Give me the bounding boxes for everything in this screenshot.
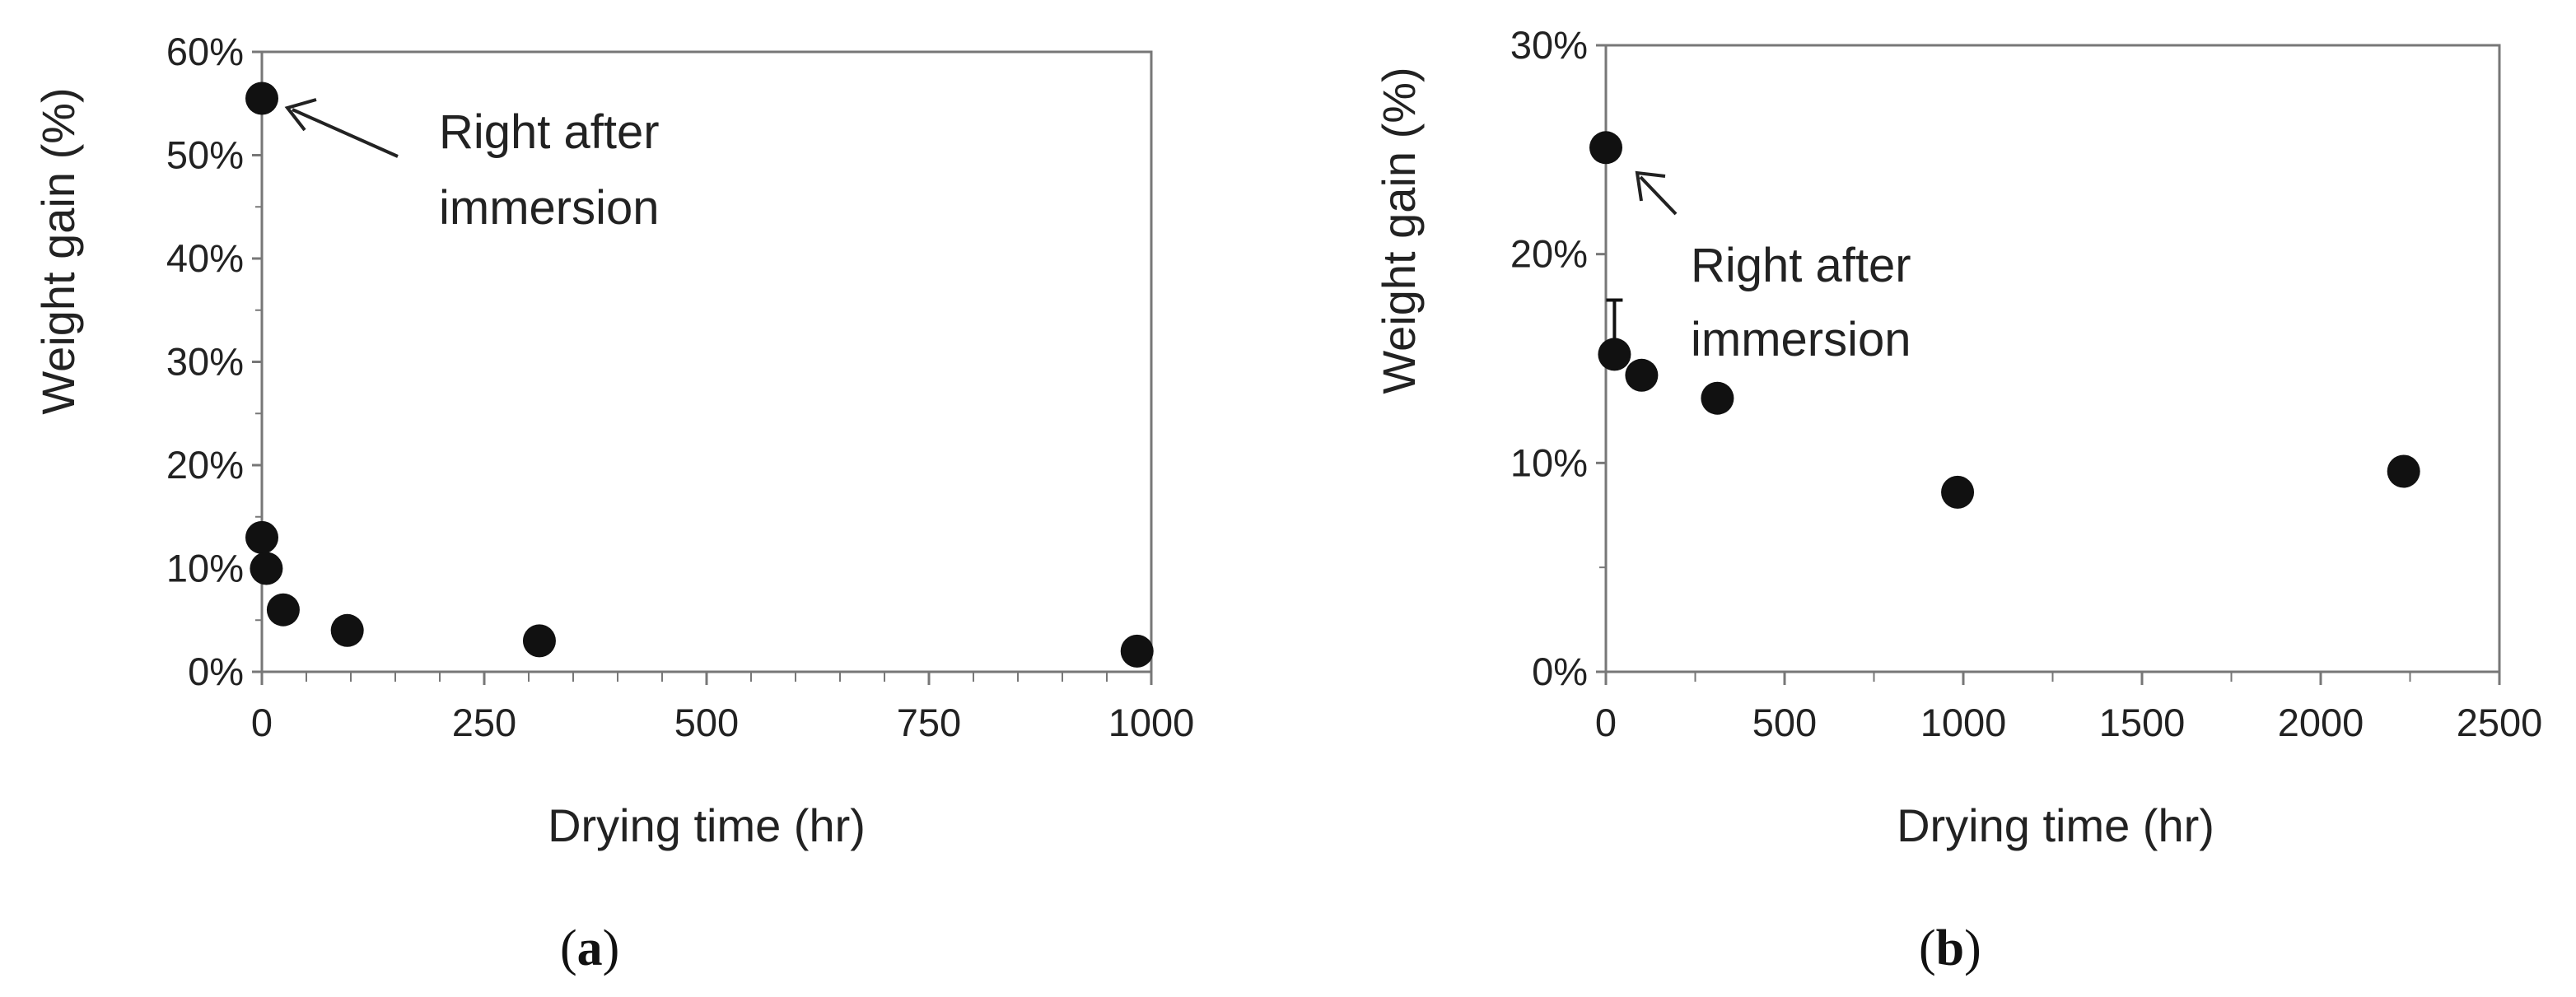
y-tick-label: 20% xyxy=(166,443,244,487)
chart-panel-a: 0% 10% 20% 30% 40% 50% 60% 0 250 500 750 1000 Dryi… xyxy=(32,30,1194,976)
x-tick-label: 0 xyxy=(1595,701,1617,744)
y-axis-title-a: Weight gain (%) xyxy=(32,87,84,414)
data-point xyxy=(245,520,278,554)
data-point xyxy=(245,82,278,115)
x-tick-label: 750 xyxy=(897,701,961,744)
annotation-arrow-a xyxy=(292,108,399,158)
y-tick-label: 30% xyxy=(1510,23,1588,67)
annotation-line1-a: Right after xyxy=(439,105,660,159)
panel-label-b-letter: b xyxy=(1936,920,1964,976)
y-tick-label: 40% xyxy=(166,236,244,280)
x-tick-label: 0 xyxy=(251,701,273,744)
annotation-a: Right after immersion xyxy=(284,98,660,235)
y-tick-label: 50% xyxy=(166,133,244,177)
annotation-arrow-b xyxy=(1639,175,1678,216)
y-axis-title-b: Weight gain (%) xyxy=(1373,67,1425,394)
annotation-line2-a: immersion xyxy=(439,181,660,235)
y-tick-label: 30% xyxy=(166,340,244,384)
y-tick-label: 60% xyxy=(166,30,244,73)
panel-label-a-open: ( xyxy=(560,920,577,976)
x-tick-label: 2000 xyxy=(2278,701,2364,744)
y-tick-label: 10% xyxy=(166,547,244,590)
panel-label-a: (a) xyxy=(560,920,619,976)
y-tick-label: 10% xyxy=(1510,440,1588,484)
x-axis-title-b: Drying time (hr) xyxy=(1897,799,2214,851)
y-axis-b: 0% 10% 20% 30% xyxy=(1510,23,1606,693)
data-points-b xyxy=(1589,131,2420,509)
annotation-line2-b: immersion xyxy=(1691,313,1911,366)
x-axis-a: 0 250 500 750 1000 xyxy=(251,672,1194,744)
chart-panel-b: 0% 10% 20% 30% 0 500 1000 1500 2000 2500 Drying … xyxy=(1373,23,2542,976)
x-tick-label: 1500 xyxy=(2099,701,2186,744)
plot-area-frame-a xyxy=(260,50,1153,673)
panel-label-a-letter: a xyxy=(577,920,603,976)
y-axis-a: 0% 10% 20% 30% 40% 50% 60% xyxy=(166,30,262,693)
data-point xyxy=(330,613,364,647)
annotation-arrowhead-b xyxy=(1635,170,1666,202)
x-tick-label: 2500 xyxy=(2457,701,2543,744)
panel-label-b-close: ) xyxy=(1964,920,1981,976)
x-tick-label: 500 xyxy=(1752,701,1817,744)
data-point xyxy=(522,624,556,658)
panel-label-a-close: ) xyxy=(603,920,620,976)
x-tick-label: 1000 xyxy=(1108,701,1195,744)
data-point xyxy=(1701,381,1734,415)
x-tick-label: 1000 xyxy=(1920,701,2007,744)
data-point xyxy=(1625,358,1659,392)
data-point xyxy=(250,552,283,585)
y-tick-label: 20% xyxy=(1510,232,1588,276)
data-points-a xyxy=(245,82,1154,668)
y-tick-label: 0% xyxy=(188,650,244,693)
data-point xyxy=(1589,131,1622,165)
x-tick-label: 500 xyxy=(674,701,739,744)
panel-label-b-open: ( xyxy=(1919,920,1936,976)
data-point xyxy=(1598,338,1631,371)
x-tick-label: 250 xyxy=(452,701,516,744)
annotation-arrowhead-a xyxy=(284,98,317,132)
x-axis-b: 0 500 1000 1500 2000 2500 xyxy=(1595,672,2542,744)
annotation-line1-b: Right after xyxy=(1691,239,1911,292)
data-point xyxy=(266,593,300,627)
data-point xyxy=(2387,454,2420,488)
data-point xyxy=(1120,634,1154,668)
x-axis-title-a: Drying time (hr) xyxy=(548,799,866,851)
y-tick-label: 0% xyxy=(1532,650,1588,693)
panel-label-b: (b) xyxy=(1919,920,1981,976)
data-point xyxy=(1941,475,1975,509)
annotation-b: Right after immersion xyxy=(1635,170,1911,366)
